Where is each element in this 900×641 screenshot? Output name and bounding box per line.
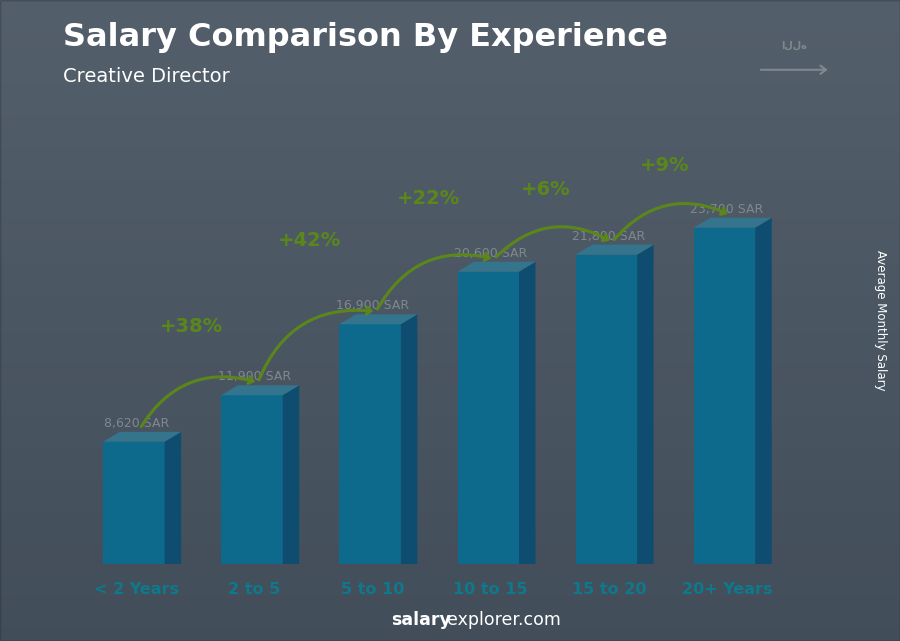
Polygon shape bbox=[755, 218, 771, 564]
Text: 15 to 20: 15 to 20 bbox=[572, 582, 646, 597]
Text: 5 to 10: 5 to 10 bbox=[341, 582, 404, 597]
Polygon shape bbox=[221, 385, 299, 395]
Text: الله: الله bbox=[781, 40, 807, 51]
Polygon shape bbox=[519, 262, 536, 564]
Text: Creative Director: Creative Director bbox=[63, 67, 230, 87]
Text: 2 to 5: 2 to 5 bbox=[229, 582, 281, 597]
Polygon shape bbox=[694, 218, 771, 228]
Text: +6%: +6% bbox=[521, 180, 571, 199]
Text: +38%: +38% bbox=[160, 317, 223, 336]
Text: salary: salary bbox=[392, 611, 452, 629]
Text: 8,620 SAR: 8,620 SAR bbox=[104, 417, 169, 430]
Text: 23,700 SAR: 23,700 SAR bbox=[690, 203, 763, 216]
Polygon shape bbox=[576, 254, 637, 564]
Text: +9%: +9% bbox=[640, 156, 689, 175]
Text: +22%: +22% bbox=[396, 189, 460, 208]
Text: < 2 Years: < 2 Years bbox=[94, 582, 179, 597]
Polygon shape bbox=[283, 385, 299, 564]
Text: Average Monthly Salary: Average Monthly Salary bbox=[874, 250, 886, 391]
Polygon shape bbox=[221, 395, 283, 564]
Polygon shape bbox=[457, 272, 519, 564]
Polygon shape bbox=[400, 314, 418, 564]
Polygon shape bbox=[637, 245, 653, 564]
Polygon shape bbox=[339, 314, 418, 324]
Polygon shape bbox=[104, 442, 165, 564]
Polygon shape bbox=[576, 245, 653, 254]
Text: 10 to 15: 10 to 15 bbox=[454, 582, 528, 597]
Text: +42%: +42% bbox=[278, 231, 341, 251]
Polygon shape bbox=[457, 262, 536, 272]
Polygon shape bbox=[104, 432, 181, 442]
Polygon shape bbox=[165, 432, 181, 564]
Text: 20,600 SAR: 20,600 SAR bbox=[454, 247, 527, 260]
Text: 16,900 SAR: 16,900 SAR bbox=[336, 299, 409, 312]
Text: Salary Comparison By Experience: Salary Comparison By Experience bbox=[63, 22, 668, 53]
Text: 20+ Years: 20+ Years bbox=[681, 582, 772, 597]
Text: explorer.com: explorer.com bbox=[447, 611, 562, 629]
Text: 21,800 SAR: 21,800 SAR bbox=[572, 229, 645, 243]
Polygon shape bbox=[339, 324, 400, 564]
Text: 11,900 SAR: 11,900 SAR bbox=[218, 370, 291, 383]
Polygon shape bbox=[694, 228, 755, 564]
